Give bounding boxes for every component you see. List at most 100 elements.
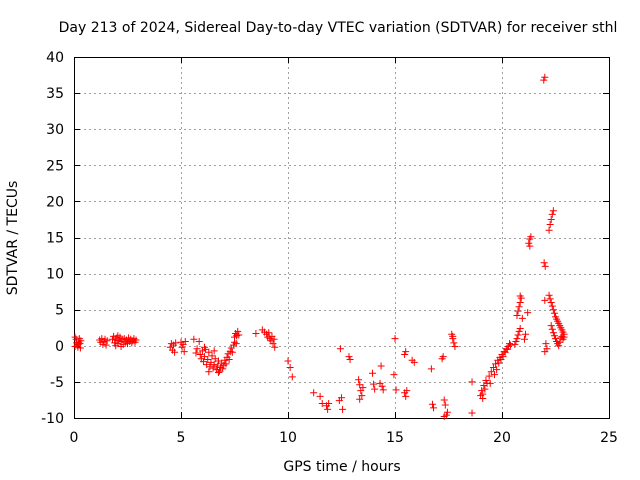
data-point — [550, 332, 558, 340]
data-point — [548, 302, 556, 310]
data-point — [171, 348, 179, 356]
data-point — [552, 335, 559, 343]
data-point — [402, 348, 410, 356]
data-point — [542, 340, 550, 348]
data-point — [377, 362, 385, 370]
data-point — [338, 394, 345, 402]
data-point — [369, 369, 377, 377]
data-point — [443, 408, 451, 416]
data-point — [450, 339, 458, 347]
y-tick-label: 25 — [46, 158, 64, 174]
data-point — [440, 396, 448, 404]
data-point — [193, 345, 201, 353]
data-point — [324, 405, 332, 413]
data-point — [545, 291, 553, 299]
data-point — [269, 340, 277, 348]
data-point — [378, 382, 386, 390]
data-point — [491, 371, 499, 379]
data-point — [543, 345, 551, 353]
y-tick-label: 0 — [55, 339, 64, 355]
data-point — [555, 342, 563, 350]
data-point — [518, 314, 526, 322]
data-point — [507, 341, 515, 349]
data-point — [111, 339, 119, 347]
data-point — [392, 386, 400, 394]
data-point — [503, 345, 511, 353]
data-point — [541, 73, 549, 81]
data-point — [493, 366, 501, 374]
data-point — [371, 385, 379, 393]
data-point — [512, 337, 520, 345]
data-point — [271, 343, 279, 351]
data-point — [548, 210, 556, 218]
data-point — [172, 339, 180, 347]
data-point — [316, 392, 324, 400]
data-point — [178, 343, 186, 351]
data-point — [520, 335, 528, 343]
data-point — [390, 371, 398, 379]
data-point — [515, 327, 523, 335]
data-point — [492, 360, 500, 368]
data-point — [99, 340, 107, 348]
x-tick-label: 25 — [600, 430, 618, 446]
data-point — [479, 390, 487, 398]
data-point — [511, 340, 519, 348]
data-point — [402, 392, 410, 400]
data-point — [222, 360, 230, 368]
data-point — [427, 365, 435, 373]
x-tick-label: 15 — [386, 430, 404, 446]
y-axis-label: SDTVAR / TECUs — [5, 181, 21, 296]
data-point — [516, 298, 524, 306]
x-tick-label: 10 — [279, 430, 297, 446]
data-point — [481, 385, 489, 393]
y-tick-label: 5 — [55, 303, 64, 319]
data-point — [549, 329, 557, 337]
data-point — [208, 352, 216, 360]
data-point — [440, 413, 448, 421]
data-point — [527, 233, 535, 241]
data-point — [112, 342, 120, 350]
y-tick-labels: -10 -5 0 5 10 15 20 25 30 35 40 — [41, 50, 64, 427]
data-point — [358, 392, 366, 400]
data-point — [515, 303, 523, 311]
data-point — [117, 343, 125, 351]
data-point — [345, 353, 353, 361]
axis-ticks — [74, 57, 610, 419]
data-point — [546, 295, 554, 303]
data-point — [318, 400, 326, 408]
data-point — [540, 76, 548, 84]
data-point — [549, 306, 557, 314]
x-tick-labels: 0 5 10 15 20 25 — [70, 430, 618, 446]
data-points — [71, 73, 568, 421]
data-point — [516, 292, 524, 300]
x-tick-label: 0 — [70, 430, 79, 446]
data-point — [548, 325, 556, 333]
y-tick-label: -5 — [50, 375, 64, 391]
data-point — [514, 331, 522, 339]
data-point — [449, 332, 457, 340]
y-tick-label: 10 — [46, 267, 64, 283]
data-point — [336, 345, 344, 353]
data-point — [513, 311, 521, 319]
data-point — [181, 337, 189, 345]
data-point — [132, 336, 140, 344]
data-point — [190, 335, 198, 343]
data-point — [74, 340, 82, 348]
x-tick-label: 5 — [177, 430, 186, 446]
y-tick-label: 35 — [46, 86, 64, 102]
data-point — [468, 409, 476, 417]
y-tick-label: 15 — [46, 231, 64, 247]
data-point — [201, 343, 209, 351]
data-point — [214, 369, 222, 377]
chart-title: Day 213 of 2024, Sidereal Day-to-day VTE… — [59, 20, 618, 36]
data-point — [485, 372, 493, 380]
data-point — [478, 387, 486, 395]
data-point — [114, 332, 122, 340]
data-point — [522, 330, 530, 338]
data-point — [505, 340, 513, 348]
data-point — [196, 350, 204, 358]
data-point — [439, 353, 447, 361]
data-point — [546, 221, 554, 229]
data-point — [495, 359, 503, 367]
y-tick-label: 20 — [46, 194, 64, 210]
